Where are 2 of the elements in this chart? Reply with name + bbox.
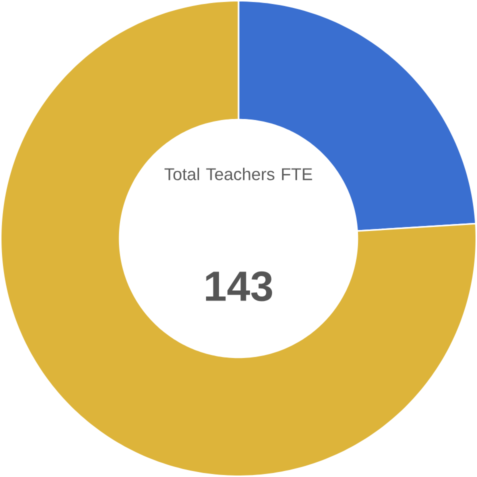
text: Total Teachers FTE [164,168,312,180]
text: 143 [206,271,272,302]
